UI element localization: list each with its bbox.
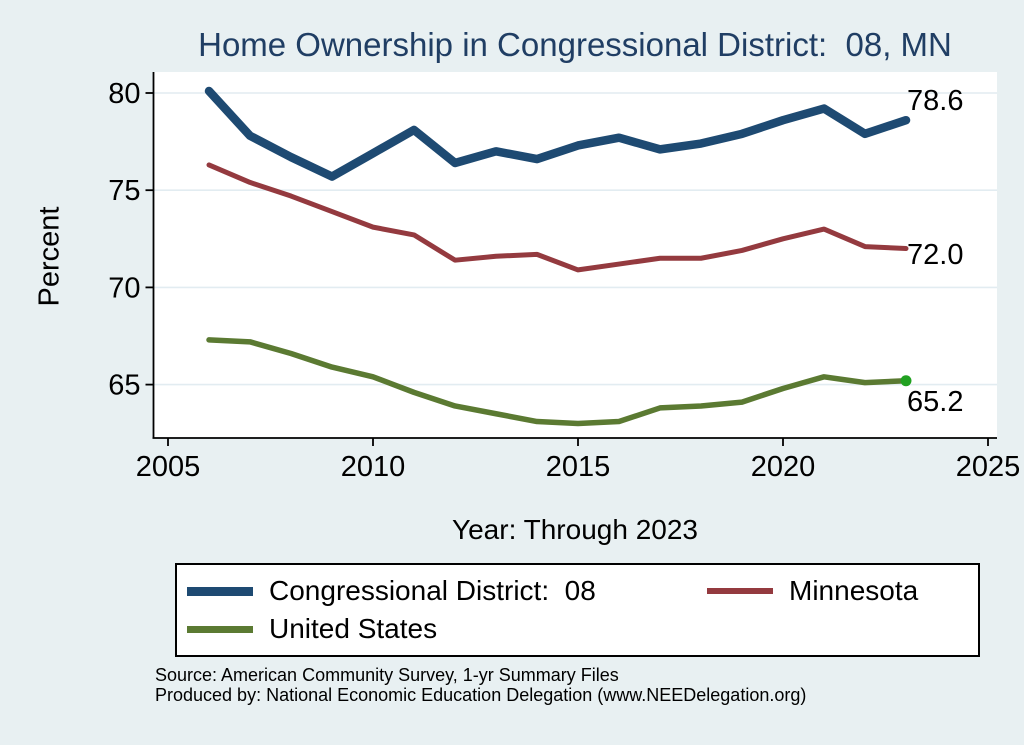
legend-item-minnesota: Minnesota — [707, 575, 918, 607]
legend-label-united-states: United States — [269, 613, 438, 644]
y-tick-label: 80 — [108, 78, 140, 110]
series-line-0 — [204, 86, 911, 181]
source-line-1: Source: American Community Survey, 1-yr … — [155, 665, 619, 685]
source-line-2: Produced by: National Economic Education… — [155, 685, 807, 705]
end-value-label: 72.0 — [907, 239, 963, 271]
legend-label-minnesota: Minnesota — [789, 575, 919, 606]
end-value-label: 78.6 — [907, 85, 963, 117]
legend-row-2: United States — [187, 613, 968, 645]
legend-row-1: Congressional District: 08 Minnesota — [187, 575, 968, 607]
x-axis-title: Year: Through 2023 — [452, 514, 698, 545]
x-tick-label: 2020 — [751, 451, 816, 483]
source-note: Source: American Community Survey, 1-yr … — [155, 665, 995, 705]
chart-title: Home Ownership in Congressional District… — [198, 26, 952, 63]
legend-item-united-states: United States — [187, 613, 707, 645]
y-tick-label: 70 — [108, 272, 140, 304]
series-line-2 — [206, 337, 909, 427]
legend-swatch-olive — [187, 625, 253, 633]
x-tick-label: 2005 — [136, 451, 201, 483]
y-tick-label: 75 — [108, 175, 140, 207]
x-tick-label: 2025 — [956, 451, 1021, 483]
x-tick-label: 2010 — [341, 451, 406, 483]
series-line-1 — [206, 162, 909, 273]
legend-label-congressional-district: Congressional District: 08 — [269, 575, 596, 606]
legend-swatch-navy — [187, 586, 253, 596]
legend-item-congressional-district: Congressional District: 08 — [187, 575, 707, 607]
end-value-label: 65.2 — [907, 386, 963, 418]
x-tick-label: 2015 — [546, 451, 611, 483]
series-end-marker-2 — [900, 375, 912, 387]
legend-swatch-maroon — [707, 588, 773, 594]
legend: Congressional District: 08 Minnesota Uni… — [175, 563, 980, 657]
y-tick-label: 65 — [108, 370, 140, 402]
